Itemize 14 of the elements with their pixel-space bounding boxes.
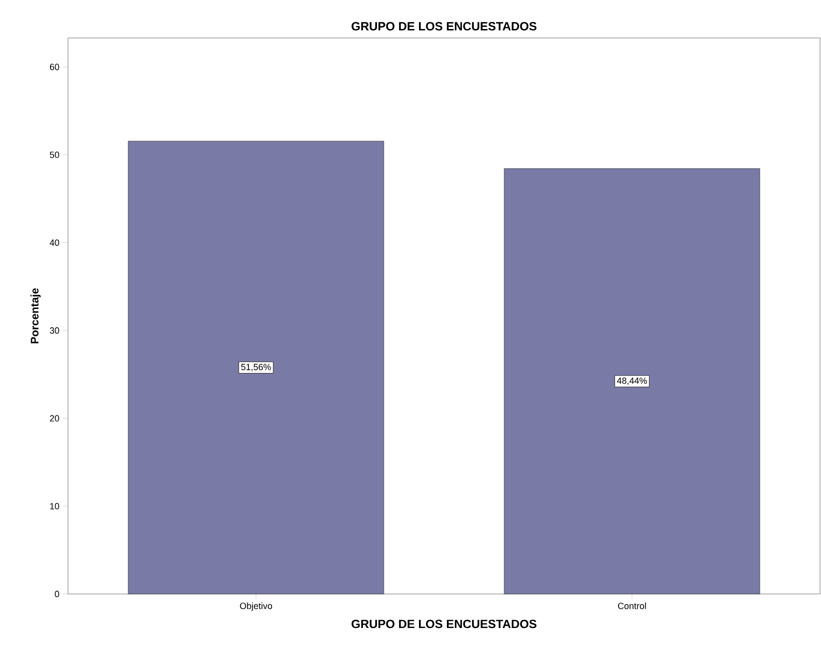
x-tick-label: Control (618, 602, 646, 610)
y-tick-label: 40 (50, 239, 60, 246)
y-tick-label: 50 (50, 152, 60, 158)
y-tick-label: 20 (50, 415, 60, 422)
y-tick-label: 10 (50, 502, 60, 510)
data-label: 51,56% (241, 364, 271, 372)
data-label: 48,44% (617, 378, 647, 385)
y-tick-label: 30 (50, 327, 60, 334)
x-axis-title: GRUPO DE LOS ENCUESTADOS (352, 620, 536, 628)
x-tick-label: Objetivo (240, 602, 272, 611)
y-tick-label: 0 (54, 590, 60, 598)
y-tick-label: 60 (50, 64, 60, 70)
y-axis-title: Porcentaje (30, 288, 41, 344)
chart-title: GRUPO DE LOS ENCUESTADOS (352, 22, 536, 30)
